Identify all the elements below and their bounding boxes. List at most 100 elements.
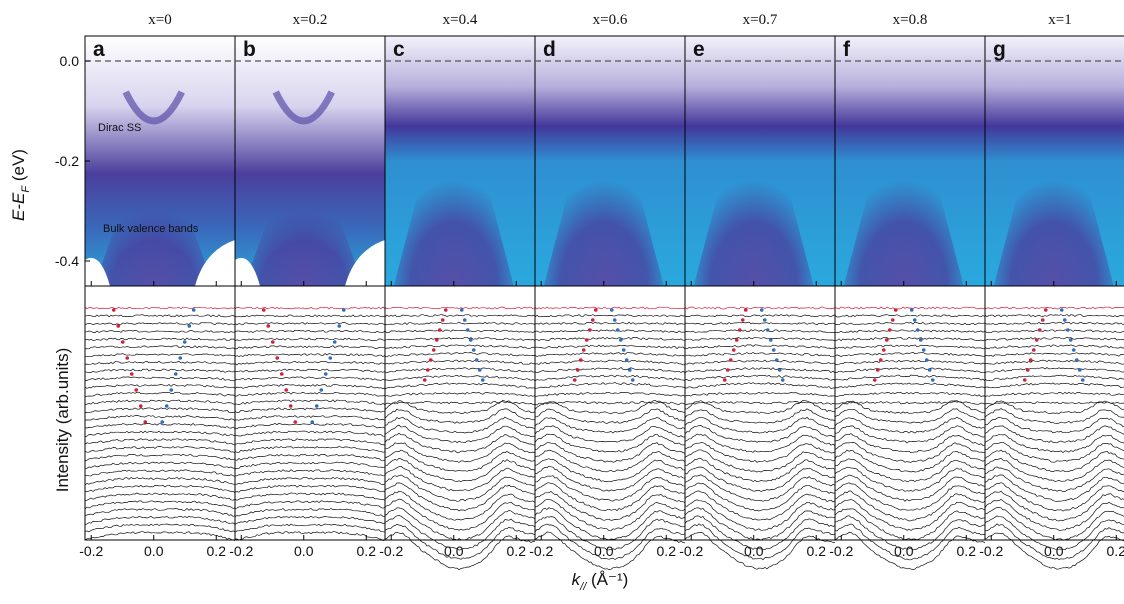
mdc-curve [834,508,986,541]
dot [1025,368,1030,372]
band-v [243,160,364,286]
mdc-curve [834,329,986,333]
mdc-curve [534,490,686,521]
dot [771,348,776,352]
mdc-curve [984,466,1124,492]
dot [731,348,736,352]
dot [434,338,439,342]
mdc-curve [984,382,1124,389]
mdc-curve [84,500,236,510]
dirac-cone [272,90,335,125]
dot [930,378,935,382]
mdc-curve [534,344,686,350]
mdc-curve [835,321,986,326]
dot [759,308,764,312]
annotation: Bulk valence bands [103,223,199,235]
mdc-curve [684,382,836,389]
y-label-main: E-E [9,192,28,221]
mdc-curve [234,500,386,509]
mdc-curve [684,466,836,492]
mdc-curve [985,441,1124,463]
dot [774,358,779,362]
x-label: k// (Å⁻¹) [572,570,629,593]
mdc-curve [534,400,686,415]
mdc-curve [684,523,836,561]
mdc-curve [534,321,686,325]
mdc-curve [684,482,835,512]
mdc-curve [534,442,686,463]
mdc-curve [84,314,236,318]
dirac-cone [122,90,185,125]
dot [1031,348,1036,352]
mdc-curve [384,399,536,414]
mdc-curve [834,400,986,414]
y-label-unit: (eV) [9,149,28,186]
mdc-curve [984,367,1124,373]
mdc-curve [684,306,836,310]
dot [341,308,346,312]
dot [762,318,767,322]
x-tick-label: 0.2 [807,543,827,559]
dot [1074,358,1079,362]
panel-title: x=0.4 [443,12,478,28]
mdc-curve [384,392,536,397]
mdc-bg [235,286,385,540]
mdc-curve [384,515,536,551]
mdc-curve [834,466,986,492]
x-tick-label: 0.0 [1044,543,1064,559]
mdc-curve [834,474,986,502]
dot [440,318,445,322]
panel-title: x=0.6 [593,12,628,28]
mdc-curve [534,449,686,473]
panel-label: b [243,38,256,61]
dot [120,340,125,344]
panel-title: x=0.8 [893,12,928,28]
dot [288,404,293,408]
dot [1034,338,1039,342]
mdc-curve [385,336,536,342]
mdc-curve [85,329,236,334]
mdc-curve [984,344,1124,349]
mdc-curve [984,374,1124,381]
white-corner [235,240,385,286]
mdc-curve [384,416,536,434]
dot [422,378,427,382]
mdc-curve [234,476,386,485]
mdc-curve [984,515,1124,551]
panel-title: x=0 [148,12,171,28]
mdc-curve [534,482,686,512]
mdc-curve [534,425,686,443]
x-tick-label: -0.2 [379,543,403,559]
mdc-curve [834,531,986,570]
dot [138,404,143,408]
mdc-curve [234,399,386,405]
x-tick-label: 0.0 [144,543,164,559]
panel-title: x=0.7 [743,12,778,28]
dot [477,368,482,372]
x-tick-label: -0.2 [79,543,103,559]
mdc-curve [84,360,236,365]
mdc-curve [834,458,986,483]
x-tick-label: -0.2 [529,543,553,559]
dot [261,308,266,312]
mdc-curve [684,532,836,570]
mdc-curve [984,474,1124,502]
mdc-curve [534,498,686,532]
mdc-curve [234,453,386,461]
dot [918,338,923,342]
mdc-curve [384,359,536,365]
dot [743,308,748,312]
dot [1059,308,1064,312]
dot [474,358,479,362]
dot [191,308,196,312]
mdc-curve [84,384,236,389]
mdc-curve [384,449,536,472]
dot [1080,378,1085,382]
y-label: E-EF (eV) [9,149,32,221]
mdc-curve [984,400,1124,414]
dot [581,348,586,352]
mdc-curve [234,407,386,413]
mdc-curve [234,360,386,366]
x-tick-label: 0.2 [357,543,377,559]
dot [187,324,192,328]
